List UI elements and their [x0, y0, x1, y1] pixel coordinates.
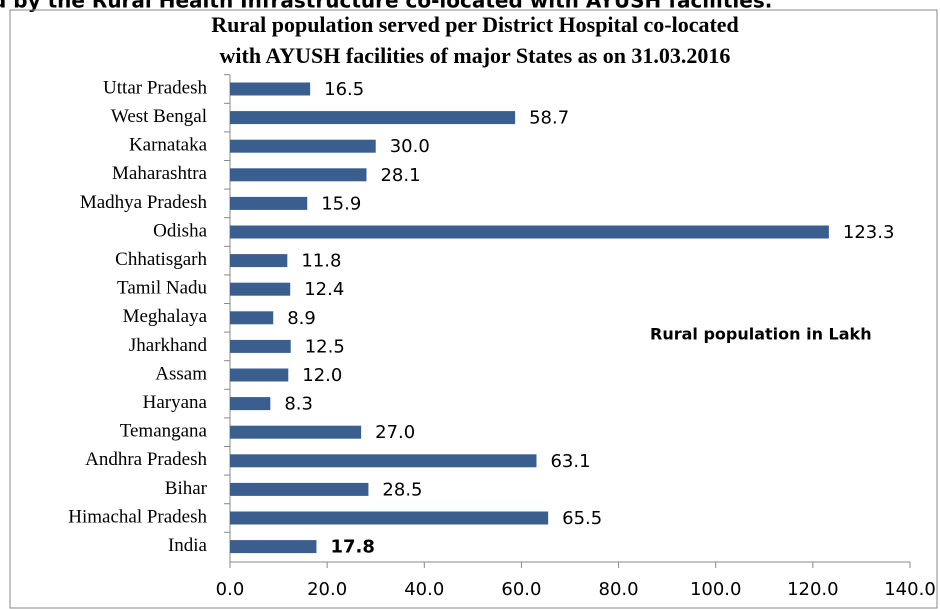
y-tick-label: Tamil Nadu: [117, 278, 207, 299]
page-caption: d by the Rural Health Infrastructure co-…: [0, 0, 772, 13]
bar: [230, 368, 289, 382]
bar: [230, 254, 288, 268]
y-tick-label: India: [168, 535, 208, 556]
bar: [230, 540, 317, 554]
value-label: 30.0: [390, 136, 430, 157]
bar: [230, 397, 271, 411]
x-tick-label: 20.0: [307, 579, 347, 600]
value-label: 28.5: [382, 479, 422, 500]
value-label: 8.9: [287, 308, 316, 329]
value-label: 17.8: [330, 537, 374, 558]
bar: [230, 111, 516, 125]
y-tick-label: Meghalaya: [123, 306, 208, 327]
chart-title: with AYUSH facilities of major States as…: [220, 43, 731, 68]
x-tick-label: 60.0: [501, 579, 541, 600]
bar: [230, 168, 367, 182]
y-tick-label: Odisha: [153, 220, 207, 241]
value-label: 28.1: [380, 165, 420, 186]
bar: [230, 311, 274, 325]
y-tick-label: Madhya Pradesh: [80, 192, 208, 213]
y-tick-label: Andhra Pradesh: [85, 449, 207, 470]
x-tick-label: 0.0: [216, 579, 245, 600]
y-tick-label: Haryana: [143, 392, 208, 413]
x-tick-label: 120.0: [787, 579, 839, 600]
y-tick-label: Uttar Pradesh: [103, 77, 207, 98]
bar: [230, 425, 362, 439]
value-label: 123.3: [843, 222, 895, 243]
bar: [230, 82, 311, 96]
x-tick-label: 80.0: [599, 579, 639, 600]
x-tick-label: 40.0: [404, 579, 444, 600]
bar: [230, 339, 291, 353]
value-label: 8.3: [284, 394, 313, 415]
bar: [230, 225, 829, 239]
value-label: 15.9: [321, 193, 361, 214]
value-label: 58.7: [529, 108, 569, 129]
bar: [230, 482, 369, 496]
value-label: 63.1: [550, 451, 590, 472]
value-label: 12.5: [305, 336, 345, 357]
x-tick-label: 140.0: [884, 579, 936, 600]
bar: [230, 282, 291, 296]
y-tick-label: Bihar: [165, 478, 208, 499]
bar: [230, 511, 549, 525]
y-tick-label: Jharkhand: [129, 335, 208, 356]
annotation: Rural population in Lakh: [650, 325, 872, 344]
y-tick-label: Karnataka: [129, 135, 208, 156]
value-label: 12.4: [304, 279, 344, 300]
y-tick-label: Maharashtra: [112, 163, 208, 184]
x-tick-label: 100.0: [690, 579, 742, 600]
y-tick-label: Assam: [155, 363, 207, 384]
chart-frame: [9, 9, 938, 609]
y-tick-label: Chhatisgarh: [115, 249, 207, 270]
value-label: 16.5: [324, 79, 364, 100]
y-tick-label: Temangana: [120, 421, 208, 442]
bar: [230, 196, 308, 210]
y-tick-label: West Bengal: [111, 106, 207, 127]
chart-title: Rural population served per District Hos…: [211, 12, 739, 37]
value-label: 11.8: [301, 251, 341, 272]
bar: [230, 139, 376, 153]
value-label: 12.0: [302, 365, 342, 386]
bar: [230, 454, 537, 468]
value-label: 27.0: [375, 422, 415, 443]
value-label: 65.5: [562, 508, 602, 529]
y-tick-label: Himachal Pradesh: [68, 506, 207, 527]
